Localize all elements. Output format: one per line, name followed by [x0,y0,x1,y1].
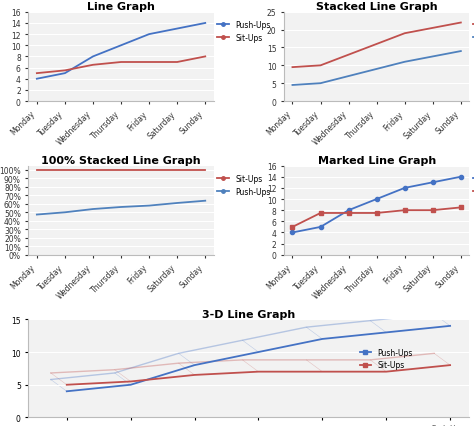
Title: Line Graph: Line Graph [87,2,155,12]
Push-Ups [174,27,180,32]
Line: Sit-Ups: Sit-Ups [37,57,205,74]
Sit-Ups [128,379,134,384]
Sit-Ups [374,211,380,216]
Sit-Ups [430,208,436,213]
Sit-Ups [383,369,389,374]
Push-Ups [402,186,408,191]
Line: Sit-Ups: Sit-Ups [67,365,450,385]
Title: 3-D Line Graph: 3-D Line Graph [202,309,295,319]
Line: Push-Ups: Push-Ups [292,52,461,86]
Line: Push-Ups: Push-Ups [37,201,205,215]
Push-Ups [90,207,96,212]
Sit-Ups [402,32,408,37]
Sit-Ups [191,372,197,377]
Sit-Ups [458,21,464,26]
Sit-Ups [255,369,261,374]
Push-Ups [146,32,152,37]
Push-Ups [458,49,464,55]
Sit-Ups [174,168,180,173]
Sit-Ups [118,168,124,173]
Push-Ups [202,199,208,204]
Push-Ups [62,72,68,77]
Push-Ups [447,323,453,328]
Push-Ups [346,208,351,213]
Push-Ups [34,213,40,218]
Sit-Ups [174,60,180,66]
Push-Ups [34,77,40,82]
Push-Ups [255,350,261,355]
Push-Ups [146,204,152,209]
Push-Ups [383,330,389,335]
Sit-Ups [290,225,295,230]
Push-Ups [430,180,436,185]
Push-Ups [430,55,436,60]
Legend: Push-Ups, Sit-Ups: Push-Ups, Sit-Ups [360,348,412,370]
Push-Ups [374,67,380,72]
Push-Ups [118,43,124,49]
Title: Stacked Line Graph: Stacked Line Graph [316,2,438,12]
Push-Ups [202,21,208,26]
Sit-Ups [318,63,323,69]
Push-Ups [174,201,180,206]
Sit-Ups [402,208,408,213]
Push-Ups [458,175,464,180]
Push-Ups [319,337,325,342]
Sit-Ups [447,363,453,368]
Sit-Ups [62,168,68,173]
Push-Ups [318,81,323,86]
Sit-Ups [146,168,152,173]
Sit-Ups [34,168,40,173]
Push-Ups [318,225,323,230]
Push-Ups [290,230,295,236]
Sit-Ups [62,69,68,74]
Push-Ups [128,382,134,387]
Sit-Ups [146,60,152,66]
Push-Ups [374,197,380,202]
Line: Sit-Ups: Sit-Ups [292,23,461,68]
Sit-Ups [202,168,208,173]
Legend: Push-Ups, Sit-Ups: Push-Ups, Sit-Ups [218,21,271,43]
Sit-Ups [64,382,70,387]
Title: Marked Line Graph: Marked Line Graph [318,155,436,165]
Push-Ups [90,55,96,60]
Sit-Ups [346,53,351,58]
Push-Ups [64,389,70,394]
Push-Ups [191,363,197,368]
Legend: Push-Ups, Sit-Ups: Push-Ups, Sit-Ups [473,174,474,196]
Text: Push-Ups: Push-Ups [431,424,463,426]
Line: Push-Ups: Push-Ups [37,24,205,80]
Sit-Ups [90,168,96,173]
Line: Push-Ups: Push-Ups [291,175,463,235]
Title: 100% Stacked Line Graph: 100% Stacked Line Graph [41,155,201,165]
Sit-Ups [346,211,351,216]
Sit-Ups [374,42,380,47]
Sit-Ups [319,369,325,374]
Sit-Ups [430,26,436,32]
Line: Push-Ups: Push-Ups [67,326,450,391]
Push-Ups [118,205,124,210]
Legend: Sit-Ups, Push-Ups: Sit-Ups, Push-Ups [218,174,271,196]
Sit-Ups [290,66,295,71]
Push-Ups [62,210,68,216]
Sit-Ups [118,60,124,66]
Line: Sit-Ups: Sit-Ups [291,206,463,230]
Push-Ups [402,60,408,65]
Push-Ups [290,83,295,88]
Legend: Sit-Ups, Push-Ups: Sit-Ups, Push-Ups [473,21,474,43]
Sit-Ups [458,205,464,210]
Push-Ups [346,74,351,79]
Sit-Ups [90,63,96,68]
Sit-Ups [34,72,40,77]
Sit-Ups [318,211,323,216]
Sit-Ups [202,55,208,60]
